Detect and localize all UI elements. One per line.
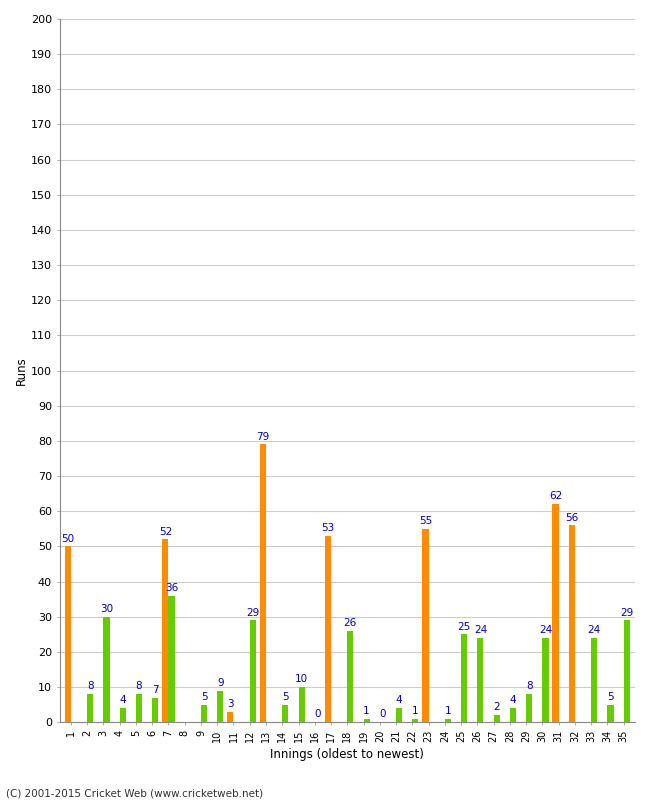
Text: 4: 4 <box>510 695 516 706</box>
Text: 79: 79 <box>256 432 270 442</box>
Text: 24: 24 <box>474 625 487 635</box>
Text: 24: 24 <box>588 625 601 635</box>
Text: 4: 4 <box>396 695 402 706</box>
Text: 62: 62 <box>549 491 562 502</box>
Text: 7: 7 <box>152 685 159 695</box>
Text: 1: 1 <box>412 706 419 716</box>
Bar <box>477 638 484 722</box>
Text: 30: 30 <box>100 604 113 614</box>
Text: 0: 0 <box>315 710 321 719</box>
Bar <box>103 617 110 722</box>
Bar <box>260 445 266 722</box>
Text: 29: 29 <box>246 607 259 618</box>
Text: 5: 5 <box>282 692 289 702</box>
X-axis label: Innings (oldest to newest): Innings (oldest to newest) <box>270 748 424 761</box>
Text: 9: 9 <box>217 678 224 688</box>
Bar <box>569 526 575 722</box>
Bar <box>510 708 516 722</box>
Bar <box>201 705 207 722</box>
Text: 8: 8 <box>526 682 532 691</box>
Text: 0: 0 <box>380 710 386 719</box>
Bar <box>282 705 289 722</box>
Bar <box>526 694 532 722</box>
Text: 10: 10 <box>295 674 308 684</box>
Text: 36: 36 <box>165 583 178 593</box>
Text: 2: 2 <box>493 702 500 713</box>
Bar <box>162 539 168 722</box>
Text: 26: 26 <box>344 618 357 628</box>
Text: (C) 2001-2015 Cricket Web (www.cricketweb.net): (C) 2001-2015 Cricket Web (www.cricketwe… <box>6 788 264 798</box>
Text: 8: 8 <box>136 682 142 691</box>
Text: 52: 52 <box>159 526 172 537</box>
Bar <box>87 694 94 722</box>
Bar <box>217 690 224 722</box>
Bar <box>120 708 126 722</box>
Text: 24: 24 <box>539 625 552 635</box>
Bar <box>298 687 305 722</box>
Bar <box>363 718 370 722</box>
Bar <box>623 620 630 722</box>
Text: 56: 56 <box>565 513 578 522</box>
Text: 3: 3 <box>227 699 234 709</box>
Y-axis label: Runs: Runs <box>15 356 28 385</box>
Bar <box>542 638 549 722</box>
Text: 5: 5 <box>607 692 614 702</box>
Bar <box>412 718 419 722</box>
Text: 29: 29 <box>620 607 633 618</box>
Bar <box>250 620 256 722</box>
Bar <box>152 698 159 722</box>
Bar <box>347 631 354 722</box>
Bar <box>552 504 558 722</box>
Bar <box>65 546 71 722</box>
Text: 4: 4 <box>120 695 126 706</box>
Bar <box>227 712 233 722</box>
Text: 53: 53 <box>321 523 335 533</box>
Bar <box>325 536 331 722</box>
Bar <box>422 529 428 722</box>
Bar <box>607 705 614 722</box>
Bar <box>591 638 597 722</box>
Bar <box>136 694 142 722</box>
Text: 50: 50 <box>61 534 74 544</box>
Text: 1: 1 <box>445 706 451 716</box>
Text: 5: 5 <box>201 692 207 702</box>
Text: 25: 25 <box>458 622 471 631</box>
Bar <box>445 718 451 722</box>
Text: 8: 8 <box>87 682 94 691</box>
Bar <box>461 634 467 722</box>
Text: 55: 55 <box>419 516 432 526</box>
Bar <box>396 708 402 722</box>
Text: 1: 1 <box>363 706 370 716</box>
Bar <box>493 715 500 722</box>
Bar <box>168 596 175 722</box>
